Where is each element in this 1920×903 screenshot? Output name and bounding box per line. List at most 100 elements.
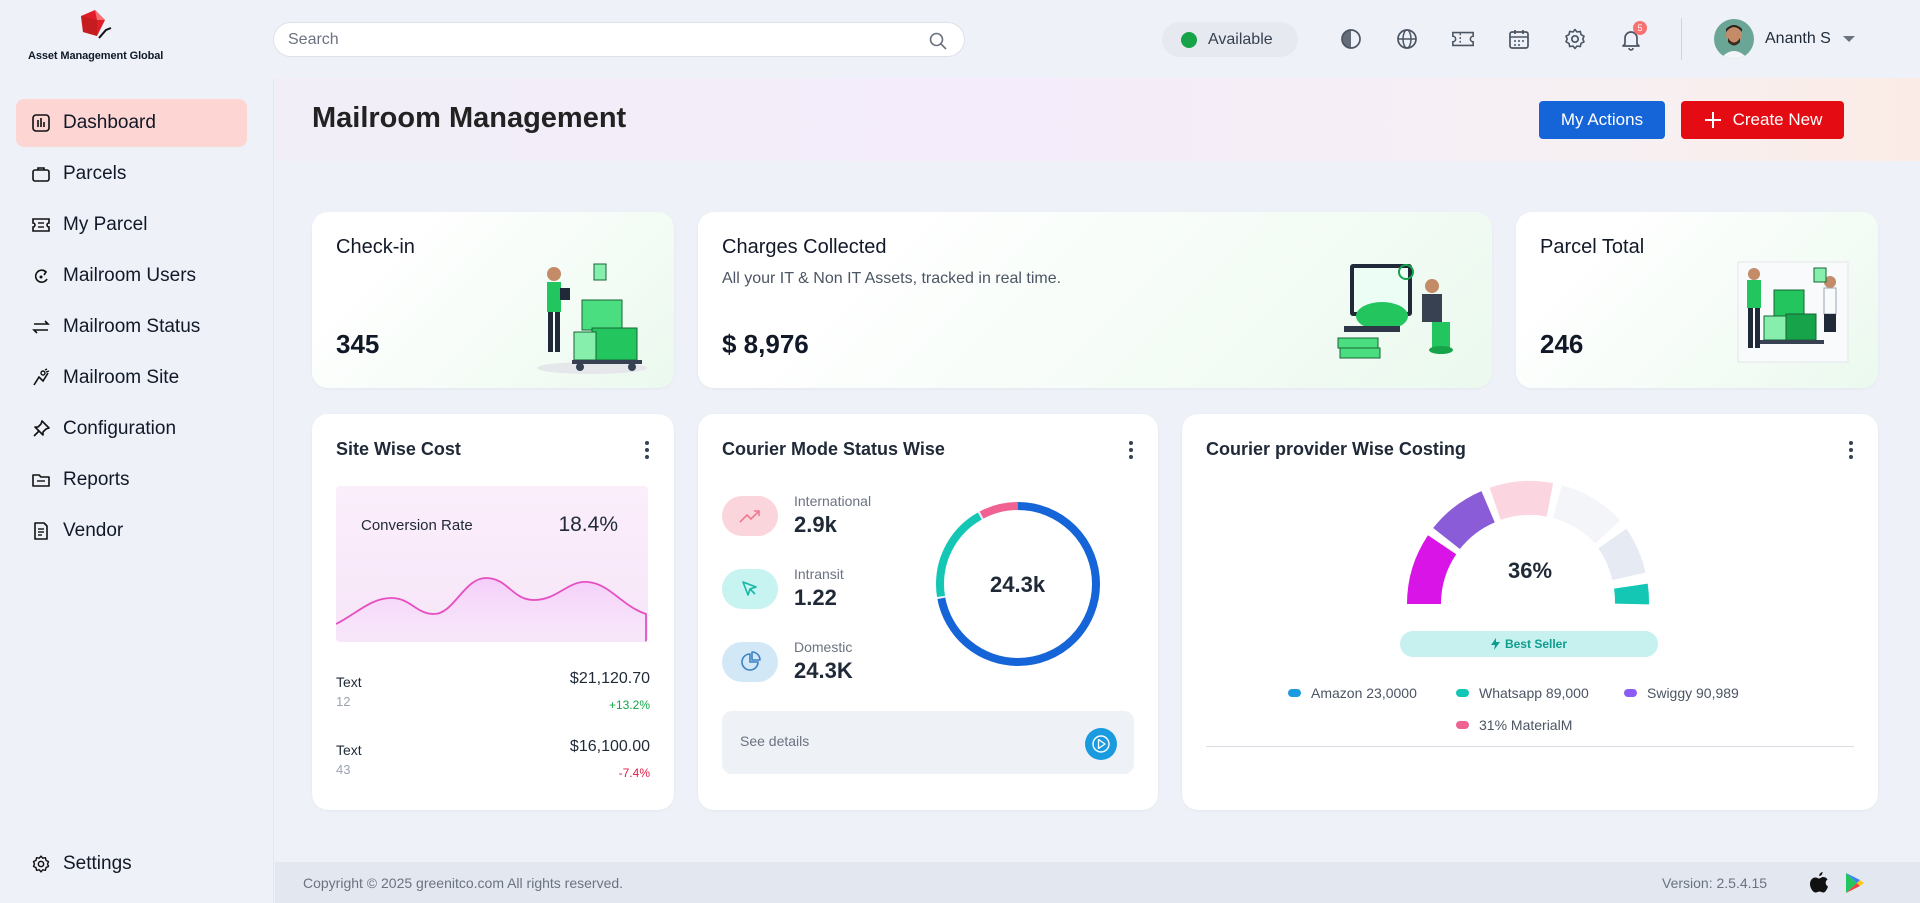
sidebar-item-label: Parcels bbox=[63, 163, 127, 184]
sidebar-item-label: Settings bbox=[63, 853, 132, 874]
create-new-button[interactable]: Create New bbox=[1681, 101, 1844, 139]
sidebar-item-my-parcel[interactable]: My Parcel bbox=[16, 201, 247, 249]
logo-mark-icon bbox=[81, 10, 112, 39]
best-seller-badge: Best Seller bbox=[1400, 631, 1658, 657]
gauge-percent: 36% bbox=[1508, 558, 1553, 583]
top-bar: Asset Management Global Available 5 Anan… bbox=[0, 0, 1920, 78]
sidebar-item-reports[interactable]: Reports bbox=[16, 456, 247, 504]
header-divider bbox=[1681, 18, 1682, 60]
mode-item-international: International 2.9k bbox=[722, 493, 871, 538]
mode-label: Intransit bbox=[794, 566, 844, 582]
site-wise-cost-title: Site Wise Cost bbox=[336, 439, 461, 459]
cost-row-label: Text bbox=[336, 742, 362, 758]
chevron-down-icon[interactable] bbox=[1842, 35, 1856, 43]
legend-item-amazon: Amazon 23,0000 bbox=[1288, 685, 1417, 701]
cost-row-value: $21,120.70 bbox=[569, 670, 650, 687]
legend-label: Whatsapp 89,000 bbox=[1479, 685, 1589, 701]
globe-icon[interactable] bbox=[1395, 27, 1419, 51]
courier-mode-card: Courier Mode Status Wise International 2.… bbox=[698, 414, 1158, 810]
availability-status[interactable]: Available bbox=[1162, 22, 1298, 57]
calendar-icon[interactable] bbox=[1507, 27, 1531, 51]
divider bbox=[1206, 746, 1854, 747]
folder-icon bbox=[32, 474, 50, 487]
sidebar-item-dashboard[interactable]: Dashboard bbox=[16, 99, 247, 147]
sidebar-item-label: Vendor bbox=[63, 520, 124, 541]
gauge-segment-2 bbox=[1433, 491, 1496, 550]
dashboard-icon bbox=[32, 114, 50, 132]
mode-item-domestic: Domestic 24.3K bbox=[722, 639, 853, 684]
document-icon bbox=[34, 522, 48, 540]
cost-row-label: Text bbox=[336, 674, 362, 690]
charges-title: Charges Collected bbox=[722, 236, 887, 258]
footer: Copyright © 2025 greenitco.com All right… bbox=[275, 862, 1920, 903]
mode-value: 1.22 bbox=[794, 585, 837, 610]
play-icon[interactable] bbox=[1085, 728, 1117, 760]
donut-total: 24.3k bbox=[990, 572, 1046, 597]
sidebar-item-configuration[interactable]: Configuration bbox=[16, 405, 247, 453]
sidebar-item-label: Configuration bbox=[63, 418, 177, 439]
google-play-icon[interactable] bbox=[1845, 872, 1865, 894]
user-menu[interactable]: Ananth S bbox=[1714, 19, 1856, 59]
status-dot bbox=[1181, 31, 1197, 48]
cursor-icon bbox=[722, 568, 778, 609]
sidebar-item-label: Mailroom Users bbox=[63, 265, 197, 286]
mode-label: International bbox=[794, 493, 872, 509]
cost-row-sub: 43 bbox=[336, 762, 351, 777]
legend-item-swiggy: Swiggy 90,989 bbox=[1624, 685, 1739, 701]
ticket-icon[interactable] bbox=[1451, 27, 1475, 51]
gauge-segment-5 bbox=[1598, 528, 1646, 581]
checkin-illustration-icon bbox=[537, 263, 647, 374]
gauge-segment-1 bbox=[1406, 535, 1457, 605]
gauge-segment-3 bbox=[1489, 481, 1554, 521]
theme-icon[interactable] bbox=[1339, 27, 1363, 51]
parcel-total-title: Parcel Total bbox=[1540, 236, 1645, 258]
cost-row-value: $16,100.00 bbox=[569, 738, 650, 755]
plus-icon bbox=[1704, 112, 1721, 128]
sidebar-item-mailroom-site[interactable]: Mailroom Site bbox=[16, 354, 247, 402]
charges-subtitle: All your IT & Non IT Assets, tracked in … bbox=[722, 270, 1062, 287]
more-options-icon[interactable] bbox=[1128, 440, 1134, 460]
search-icon[interactable] bbox=[928, 31, 948, 51]
page-title: Mailroom Management bbox=[312, 102, 627, 134]
settings-icon bbox=[32, 855, 50, 873]
lightning-icon bbox=[1490, 638, 1500, 650]
provider-gauge-chart bbox=[1406, 481, 1650, 605]
charges-card[interactable]: Charges Collected All your IT & Non IT A… bbox=[698, 212, 1492, 388]
parcel-total-card[interactable]: Parcel Total 246 bbox=[1516, 212, 1878, 388]
sidebar-item-vendor[interactable]: Vendor bbox=[16, 507, 247, 555]
mode-item-intransit: Intransit 1.22 bbox=[722, 566, 844, 611]
sidebar-item-parcels[interactable]: Parcels bbox=[16, 150, 247, 198]
conversion-sparkline bbox=[336, 577, 647, 642]
notification-badge: 5 bbox=[1633, 21, 1647, 35]
pin-icon bbox=[33, 420, 50, 437]
mode-label: Domestic bbox=[794, 639, 853, 655]
donut-segment-intransit bbox=[936, 502, 1100, 666]
my-actions-button[interactable]: My Actions bbox=[1539, 101, 1665, 139]
search-input[interactable] bbox=[288, 31, 888, 49]
sidebar-item-mailroom-users[interactable]: Mailroom Users bbox=[16, 252, 247, 300]
more-options-icon[interactable] bbox=[644, 440, 650, 460]
courier-mode-title: Courier Mode Status Wise bbox=[722, 439, 945, 459]
search-box[interactable] bbox=[273, 22, 965, 57]
more-options-icon[interactable] bbox=[1848, 440, 1854, 460]
apple-icon[interactable] bbox=[1808, 871, 1830, 895]
version-text: Version: 2.5.4.15 bbox=[1662, 875, 1768, 891]
conversion-rate-label: Conversion Rate bbox=[361, 517, 473, 534]
sidebar-item-label: Reports bbox=[63, 469, 130, 490]
sidebar: Dashboard Parcels My Parcel Mailroom Use… bbox=[0, 78, 274, 903]
arrows-icon bbox=[32, 320, 50, 334]
checkin-title: Check-in bbox=[336, 236, 415, 258]
notification-bell-icon[interactable]: 5 bbox=[1619, 21, 1647, 51]
copyright-text: Copyright © 2025 greenitco.com All right… bbox=[303, 875, 624, 891]
trend-up-icon bbox=[722, 495, 778, 536]
settings-gear-icon[interactable] bbox=[1563, 27, 1587, 51]
legend-label: Amazon 23,0000 bbox=[1311, 685, 1417, 701]
checkin-card[interactable]: Check-in 345 bbox=[312, 212, 674, 388]
sidebar-item-label: Mailroom Site bbox=[63, 367, 180, 388]
sidebar-item-mailroom-status[interactable]: Mailroom Status bbox=[16, 303, 247, 351]
sidebar-item-settings[interactable]: Settings bbox=[16, 840, 247, 888]
sidebar-item-label: Dashboard bbox=[63, 112, 156, 133]
see-details-bar[interactable]: See details bbox=[722, 711, 1134, 774]
pie-chart-icon bbox=[722, 641, 778, 682]
brand-logo[interactable]: Asset Management Global bbox=[28, 10, 168, 66]
